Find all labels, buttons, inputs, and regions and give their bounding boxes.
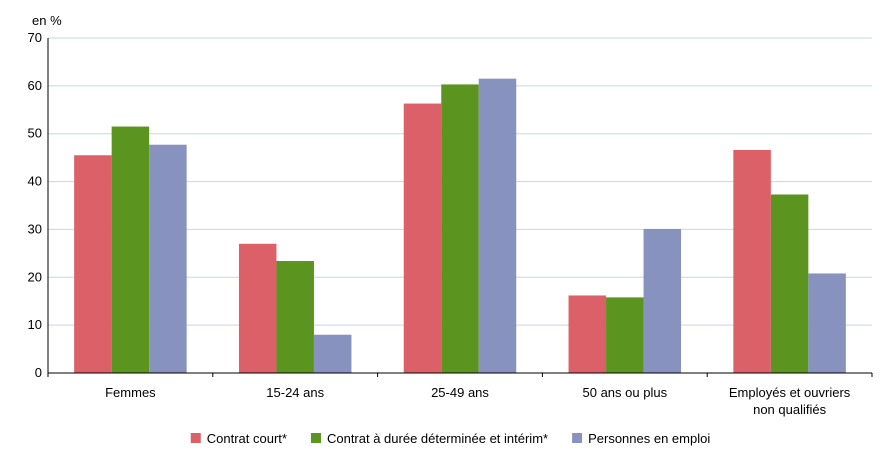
x-category-label: Employés et ouvriers [729, 385, 851, 400]
legend-item: Personnes en emploi [572, 431, 710, 446]
bar [74, 155, 112, 373]
legend-label: Personnes en emploi [588, 431, 710, 446]
legend-label: Contrat à durée déterminée et intérim* [327, 431, 548, 446]
bar [276, 261, 314, 373]
y-axis-label: en % [32, 13, 62, 28]
bar [238, 243, 277, 373]
bar [403, 103, 442, 374]
y-tick-label: 0 [35, 365, 42, 380]
legend: Contrat court* Contrat à durée déterminée… [190, 431, 710, 446]
x-category-labels: Femmes 15-24 ans 25-49 ans 50 ans ou plus Em… [105, 385, 851, 417]
y-tick-label: 20 [28, 269, 42, 284]
legend-label: Contrat court* [207, 431, 287, 446]
bars [74, 78, 846, 374]
x-category-label: 25-49 ans [431, 385, 489, 400]
y-tick-label: 50 [28, 126, 42, 141]
y-tick-label: 60 [28, 78, 42, 93]
axes [47, 38, 873, 377]
bar [643, 228, 682, 373]
bar [808, 273, 846, 373]
x-category-label: Femmes [105, 385, 156, 400]
legend-swatch [190, 433, 201, 443]
y-tick-labels: 0 10 20 30 40 50 60 70 [28, 30, 42, 380]
bar [606, 297, 644, 373]
bar [149, 144, 187, 373]
y-tick-label: 30 [28, 221, 42, 236]
y-tick-label: 10 [28, 317, 42, 332]
legend-swatch [310, 433, 321, 443]
bar [568, 295, 607, 373]
x-category-label: non qualifiés [753, 402, 826, 417]
y-tick-label: 40 [28, 174, 42, 189]
bar [111, 126, 150, 374]
bar [313, 334, 352, 373]
legend-item: Contrat à durée déterminée et intérim* [310, 431, 548, 446]
bar [478, 78, 517, 373]
x-category-label: 50 ans ou plus [583, 385, 668, 400]
bar [733, 149, 771, 373]
legend-swatch [572, 433, 583, 443]
x-category-label: 15-24 ans [266, 385, 324, 400]
legend-item: Contrat court* [190, 431, 287, 446]
bar [770, 194, 809, 373]
y-tick-label: 70 [28, 30, 42, 45]
bar [441, 84, 479, 374]
